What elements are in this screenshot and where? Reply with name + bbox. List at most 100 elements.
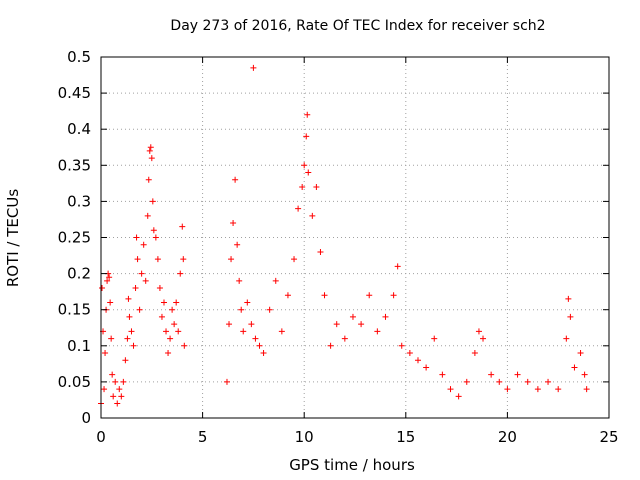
data-point	[165, 350, 172, 357]
y-axis-label: ROTI / TECUs	[4, 189, 22, 287]
data-point	[313, 183, 320, 190]
data-point	[108, 335, 115, 342]
data-point	[406, 350, 413, 357]
data-point	[358, 321, 365, 328]
data-point	[250, 64, 257, 71]
data-point	[180, 256, 187, 263]
data-point	[304, 111, 311, 118]
data-point	[236, 277, 243, 284]
data-point	[577, 350, 584, 357]
data-point	[278, 328, 285, 335]
data-point	[177, 270, 184, 277]
data-point	[99, 285, 106, 292]
data-point	[439, 371, 446, 378]
x-tick-label: 0	[96, 428, 106, 446]
data-point	[291, 256, 298, 263]
data-point	[545, 378, 552, 385]
data-point	[238, 306, 245, 313]
x-axis: 0 5 10 15 20 25	[96, 57, 619, 446]
data-point	[169, 306, 176, 313]
data-point	[132, 285, 139, 292]
data-point	[374, 328, 381, 335]
data-point	[471, 350, 478, 357]
data-point	[109, 371, 116, 378]
data-point	[305, 169, 312, 176]
y-tick-label: 0	[81, 409, 91, 427]
data-point	[101, 386, 108, 393]
data-point	[272, 277, 279, 284]
data-point	[390, 292, 397, 299]
data-point	[534, 386, 541, 393]
data-point	[125, 295, 132, 302]
data-points	[98, 64, 590, 407]
data-point	[583, 386, 590, 393]
data-point	[488, 371, 495, 378]
data-point	[581, 371, 588, 378]
data-point	[463, 378, 470, 385]
data-point	[173, 299, 180, 306]
data-point	[181, 342, 188, 349]
x-tick-label: 10	[295, 428, 314, 446]
data-point	[156, 285, 163, 292]
data-point	[398, 342, 405, 349]
data-point	[145, 176, 152, 183]
data-point	[152, 234, 159, 241]
data-point	[130, 342, 137, 349]
data-point	[266, 306, 273, 313]
data-point	[514, 371, 521, 378]
data-point	[148, 155, 155, 162]
data-point	[423, 364, 430, 371]
data-point	[414, 357, 421, 364]
data-point	[327, 342, 334, 349]
data-point	[146, 147, 153, 154]
data-point	[341, 335, 348, 342]
data-point	[303, 133, 310, 140]
data-point	[160, 299, 167, 306]
data-point	[248, 321, 255, 328]
y-tick-label: 0.4	[67, 120, 91, 138]
data-point	[240, 328, 247, 335]
y-tick-label: 0.3	[67, 192, 91, 210]
data-point	[382, 313, 389, 320]
data-point	[232, 176, 239, 183]
data-point	[226, 321, 233, 328]
data-point	[167, 335, 174, 342]
data-point	[333, 321, 340, 328]
data-point	[128, 328, 135, 335]
data-point	[175, 328, 182, 335]
y-tick-label: 0.1	[67, 337, 91, 355]
data-point	[142, 277, 149, 284]
data-point	[107, 299, 114, 306]
data-point	[150, 227, 157, 234]
data-point	[116, 386, 123, 393]
data-point	[309, 212, 316, 219]
data-point	[256, 342, 263, 349]
data-point	[295, 205, 302, 212]
data-point	[140, 241, 147, 248]
data-point	[349, 313, 356, 320]
data-point	[154, 256, 161, 263]
data-point	[496, 378, 503, 385]
data-point	[455, 393, 462, 400]
data-point	[104, 277, 111, 284]
data-point	[366, 292, 373, 299]
x-tick-label: 25	[599, 428, 618, 446]
data-point	[317, 248, 324, 255]
data-point	[563, 335, 570, 342]
y-tick-label: 0.45	[58, 84, 91, 102]
data-point	[124, 335, 131, 342]
data-point	[244, 299, 251, 306]
data-point	[110, 393, 117, 400]
data-point	[524, 378, 531, 385]
data-point	[134, 256, 141, 263]
data-point	[252, 335, 259, 342]
data-point	[480, 335, 487, 342]
y-tick-label: 0.5	[67, 48, 91, 66]
data-point	[126, 313, 133, 320]
data-point	[260, 350, 267, 357]
y-tick-label: 0.05	[58, 373, 91, 391]
data-point	[158, 313, 165, 320]
data-point	[230, 220, 237, 227]
data-point	[120, 378, 127, 385]
